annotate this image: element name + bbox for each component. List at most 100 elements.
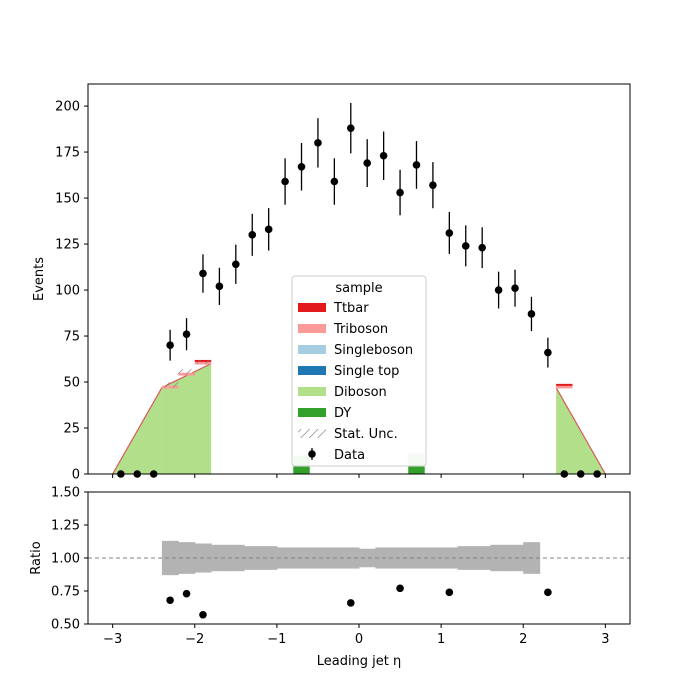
legend-label-3: Single top — [334, 364, 399, 379]
xtick-label-6: 3 — [601, 632, 609, 647]
legend-label-1: Triboson — [333, 322, 388, 337]
data-point-15 — [363, 159, 372, 167]
main-ytick-label-5: 125 — [55, 238, 80, 253]
stat-unc-box-0 — [161, 382, 179, 388]
main-ytick-label-1: 25 — [63, 422, 80, 437]
xtick-label-2: −1 — [267, 632, 286, 647]
main-ytick-label-3: 75 — [63, 330, 80, 345]
legend-frame — [291, 275, 427, 467]
legend-label-2: Singleboson — [334, 343, 413, 358]
legend-marker — [308, 450, 316, 458]
triboson-bar-3 — [556, 385, 573, 389]
x-axis-label: Leading jet η — [317, 654, 402, 669]
main-y-axis-label: Events — [32, 257, 47, 301]
data-point-26 — [544, 348, 552, 357]
legend-label-5: DY — [334, 406, 351, 421]
ttbar-bar-1 — [556, 383, 573, 386]
diboson-fill-1 — [161, 363, 212, 474]
main-ytick-label-6: 150 — [55, 192, 80, 207]
stat-unc-box-1 — [178, 369, 195, 375]
legend-label-7: Data — [334, 448, 365, 463]
legend-entry-4: Diboson — [298, 385, 387, 400]
ratio-point-3 — [346, 599, 355, 607]
ttbar-edge-0 — [112, 387, 163, 475]
legend-entry-5: DY — [298, 406, 351, 421]
stat-unc-layer — [161, 359, 212, 388]
ratio-point-1 — [182, 589, 191, 598]
ratio-unc-bin-17 — [441, 547, 459, 569]
ratio-ytick-label-0: 0.50 — [51, 618, 80, 633]
data-point-18 — [412, 161, 421, 169]
xtick-label-4: 1 — [437, 632, 445, 647]
main-y-ticks: 0 25 50 75 100 125 150 175 200 — [55, 100, 88, 483]
legend-entry-2: Singleboson — [298, 343, 413, 358]
data-point-3 — [166, 341, 174, 350]
main-ytick-label-7: 175 — [55, 146, 80, 161]
xtick-label-1: −2 — [185, 632, 204, 647]
data-point-16 — [379, 151, 388, 160]
stat-unc-box-2 — [194, 359, 212, 364]
legend-swatch-0 — [298, 303, 326, 312]
legend-swatch-4 — [298, 387, 326, 396]
main-panel: 0 25 50 75 100 125 150 175 200 Events — [32, 83, 631, 483]
data-point-5 — [199, 269, 207, 278]
ratio-panel: 0.50 0.75 1.00 1.25 1.50 −3 −2 −1 0 1 2 3 Ratio Le… — [29, 486, 631, 669]
data-point-6 — [215, 282, 224, 291]
ratio-ytick-label-4: 1.50 — [51, 486, 80, 501]
ratio-point-4 — [396, 584, 404, 593]
ratio-unc-bin-0 — [161, 540, 179, 576]
ratio-unc-bin-6 — [260, 546, 278, 570]
ratio-unc-bin-12 — [359, 548, 376, 568]
legend-swatch-6 — [298, 429, 326, 438]
data-point-19 — [429, 181, 437, 189]
data-point-22 — [478, 243, 486, 252]
ratio-unc-bin-20 — [490, 544, 508, 572]
xtick-label-5: 2 — [519, 632, 527, 647]
main-ytick-label-0: 0 — [72, 468, 80, 483]
ratio-ytick-label-1: 0.75 — [51, 585, 80, 600]
legend-entry-6: Stat. Unc. — [298, 427, 398, 442]
data-point-17 — [396, 188, 404, 197]
data-point-8 — [248, 231, 257, 239]
legend-title: sample — [335, 281, 382, 296]
data-point-11 — [297, 162, 306, 171]
ratio-unc-bin-3 — [211, 544, 229, 572]
ratio-point-2 — [199, 610, 207, 619]
legend-label-4: Diboson — [334, 385, 387, 400]
legend-label-6: Stat. Unc. — [334, 427, 398, 442]
ratio-unc-bin-14 — [391, 547, 409, 569]
legend: sample Ttbar Triboson Singleboson Single to… — [291, 275, 427, 467]
data-point-7 — [232, 260, 240, 269]
ratio-x-ticks: −3 −2 −1 0 1 2 3 — [103, 624, 610, 647]
legend-entry-3: Single top — [298, 364, 399, 379]
main-ytick-label-2: 50 — [63, 376, 80, 391]
data-point-14 — [346, 124, 355, 132]
data-point-12 — [314, 139, 322, 147]
ratio-point-6 — [544, 588, 552, 597]
ratio-y-ticks: 0.50 0.75 1.00 1.25 1.50 — [51, 486, 88, 633]
ratio-ytick-label-3: 1.25 — [51, 519, 80, 534]
legend-entry-7: Data — [308, 448, 365, 463]
legend-entry-0: Ttbar — [298, 301, 369, 316]
legend-swatch-1 — [298, 324, 326, 333]
ratio-y-axis-label: Ratio — [29, 541, 44, 574]
main-ytick-label-4: 100 — [55, 284, 80, 299]
legend-swatch-5 — [298, 408, 326, 417]
data-point-13 — [330, 177, 339, 186]
legend-label-0: Ttbar — [333, 301, 369, 316]
xtick-label-0: −3 — [103, 632, 122, 647]
ratio-unc-bin-9 — [309, 547, 327, 569]
legend-swatch-3 — [298, 366, 326, 375]
dy-bar-0 — [293, 466, 310, 474]
ratio-ytick-label-2: 1.00 — [51, 552, 80, 567]
data-point-9 — [264, 225, 273, 234]
data-point-21 — [461, 242, 470, 250]
dy-bar-1 — [408, 466, 425, 474]
data-point-24 — [511, 284, 519, 292]
data-points-layer — [117, 102, 601, 478]
legend-entry-1: Triboson — [298, 322, 388, 337]
xtick-label-3: 0 — [355, 632, 363, 647]
ratio-points-layer — [166, 584, 552, 619]
data-point-20 — [445, 229, 454, 237]
